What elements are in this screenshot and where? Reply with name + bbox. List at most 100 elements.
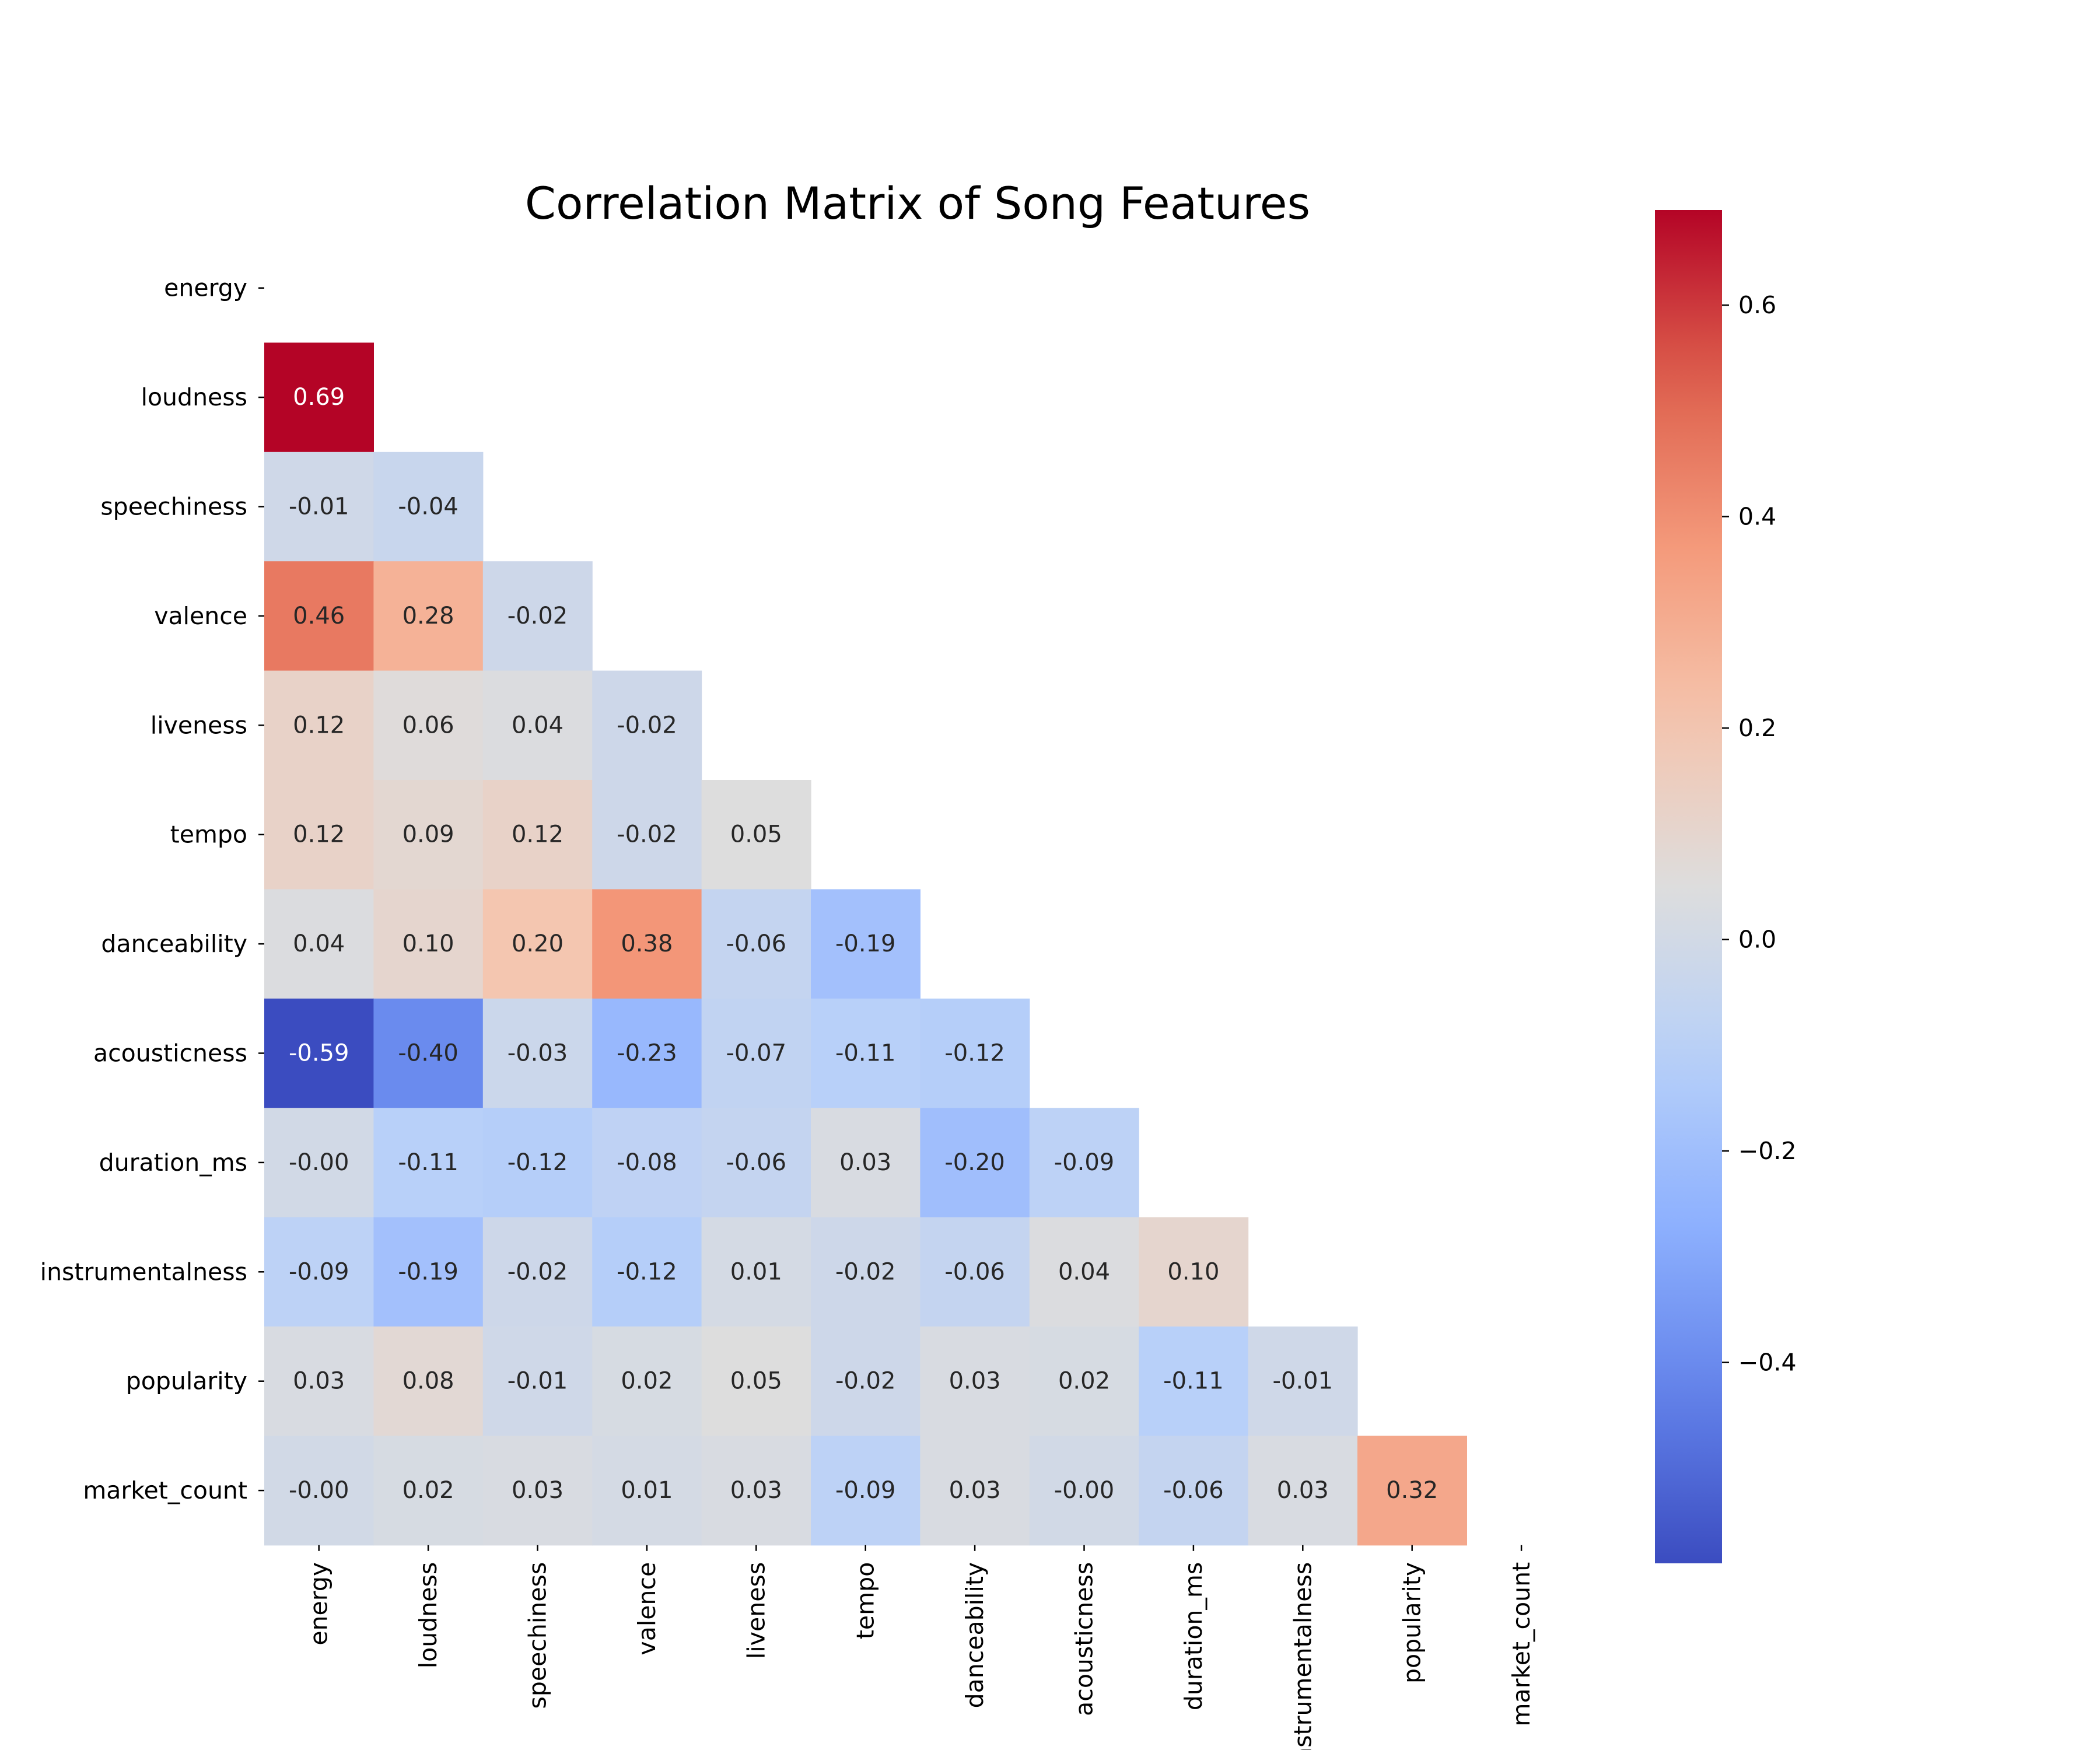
cell-value-label: 0.03 (949, 1368, 1001, 1395)
heatmap-cell-danceability-loudness (373, 889, 484, 999)
cell-value-label: -0.06 (1163, 1477, 1224, 1504)
row-label-loudness: loudness (141, 383, 247, 411)
column-axis: energy loudness speechiness valence liveness… (305, 1545, 1535, 1750)
cell-value-label: -0.40 (398, 1040, 459, 1067)
heatmap-cell-popularity-acousticness (1029, 1326, 1139, 1436)
heatmap-cell-acousticness-liveness (701, 998, 811, 1108)
cell-value-label: -0.19 (398, 1258, 459, 1285)
heatmap-cell-danceability-liveness (701, 889, 811, 999)
cell-value-label: 0.28 (402, 603, 454, 629)
heatmap-cell-instrumentalness-liveness (701, 1217, 811, 1327)
column-label-duration-ms: duration_ms (1180, 1562, 1208, 1710)
heatmap-cell-tempo-liveness (701, 780, 811, 890)
column-label-valence: valence (633, 1562, 661, 1656)
cell-value-label: -0.12 (508, 1149, 568, 1176)
cell-value-label: -0.02 (617, 712, 677, 738)
cell-value-label: 0.06 (402, 712, 454, 738)
row-label-valence: valence (154, 602, 247, 630)
colorbar-tick-label: −0.2 (1738, 1137, 1797, 1165)
column-label-speechiness: speechiness (524, 1562, 552, 1709)
heatmap-cell-loudness-energy (264, 342, 374, 453)
heatmap-cell-popularity-liveness (701, 1326, 811, 1436)
cell-value-label: 0.05 (730, 1368, 782, 1395)
heatmap-cell-market-count-speechiness (482, 1436, 593, 1546)
column-label-acousticness: acousticness (1070, 1562, 1098, 1716)
heatmap-cell-popularity-loudness (373, 1326, 484, 1436)
cell-value-label: -0.04 (398, 494, 459, 520)
column-label-tempo: tempo (852, 1562, 880, 1639)
heatmap-cell-tempo-energy (264, 780, 374, 890)
heatmap-cell-instrumentalness-energy (264, 1217, 374, 1327)
cell-value-label: 0.46 (293, 603, 345, 629)
heatmap-cell-popularity-speechiness (482, 1326, 593, 1436)
column-label-danceability: danceability (961, 1562, 989, 1709)
colorbar-tick-label: 0.0 (1738, 926, 1776, 954)
heatmap-cell-speechiness-energy (264, 452, 374, 562)
heatmap-cell-liveness-speechiness (482, 670, 593, 780)
cell-value-label: -0.12 (944, 1040, 1005, 1067)
cell-value-label: -0.20 (944, 1149, 1005, 1176)
colorbar: 0.6 0.4 0.2 0.0 −0.2 −0.4 (1655, 210, 1797, 1563)
heatmap-cell-tempo-valence (592, 780, 702, 890)
heatmap-cell-instrumentalness-speechiness (482, 1217, 593, 1327)
heatmap-cell-market-count-duration-ms (1139, 1436, 1249, 1546)
heatmap-cell-market-count-acousticness (1029, 1436, 1139, 1546)
cell-value-label: 0.04 (293, 930, 345, 957)
heatmap-cell-liveness-energy (264, 670, 374, 780)
row-label-market-count: market_count (83, 1476, 247, 1504)
colorbar-tick-label: 0.2 (1738, 714, 1776, 742)
cell-value-label: 0.03 (512, 1477, 564, 1504)
cell-value-label: 0.12 (293, 821, 345, 848)
row-label-speechiness: speechiness (100, 493, 247, 521)
heatmap-cell-duration-ms-energy (264, 1108, 374, 1218)
cell-value-label: -0.02 (617, 821, 677, 848)
cell-value-label: -0.06 (726, 930, 787, 957)
heatmap-cell-market-count-valence (592, 1436, 702, 1546)
heatmap-cell-duration-ms-danceability (920, 1108, 1030, 1218)
cell-value-label: -0.59 (289, 1040, 349, 1067)
heatmap-cell-market-count-energy (264, 1436, 374, 1546)
heatmap-cell-valence-energy (264, 561, 374, 671)
cell-value-label: 0.02 (1058, 1368, 1110, 1395)
heatmap-cell-liveness-valence (592, 670, 702, 780)
heatmap-cell-market-count-popularity (1357, 1436, 1467, 1546)
cell-value-label: -0.09 (289, 1258, 349, 1285)
cell-value-label: 0.04 (1058, 1258, 1110, 1285)
heatmap-cell-danceability-tempo (811, 889, 921, 999)
row-label-energy: energy (164, 274, 247, 302)
heatmap-cell-tempo-loudness (373, 780, 484, 890)
heatmap-cell-instrumentalness-tempo (811, 1217, 921, 1327)
heatmap-cell-instrumentalness-danceability (920, 1217, 1030, 1327)
cell-value-label: -0.19 (835, 930, 896, 957)
heatmap-cell-liveness-loudness (373, 670, 484, 780)
cell-value-label: -0.00 (1054, 1477, 1115, 1504)
heatmap-cell-duration-ms-speechiness (482, 1108, 593, 1218)
row-label-acousticness: acousticness (93, 1040, 247, 1068)
cell-value-label: -0.09 (1054, 1149, 1115, 1176)
cell-value-label: -0.09 (835, 1477, 896, 1504)
cell-value-label: -0.00 (289, 1149, 349, 1176)
row-label-danceability: danceability (101, 930, 247, 958)
cell-value-label: 0.69 (293, 384, 345, 411)
heatmap-cell-popularity-tempo (811, 1326, 921, 1436)
heatmap-cell-duration-ms-valence (592, 1108, 702, 1218)
cell-value-label: -0.02 (835, 1258, 896, 1285)
cell-value-label: -0.11 (1163, 1368, 1224, 1395)
heatmap-cell-instrumentalness-loudness (373, 1217, 484, 1327)
cell-value-label: -0.12 (617, 1258, 677, 1285)
column-label-liveness: liveness (742, 1562, 770, 1659)
heatmap-cell-market-count-liveness (701, 1436, 811, 1546)
colorbar-gradient (1655, 210, 1722, 1563)
cell-value-label: -0.11 (398, 1149, 459, 1176)
heatmap-cell-valence-speechiness (482, 561, 593, 671)
cell-value-label: 0.03 (730, 1477, 782, 1504)
cell-value-label: -0.00 (289, 1477, 349, 1504)
heatmap-cell-popularity-energy (264, 1326, 374, 1436)
cell-value-label: -0.06 (944, 1258, 1005, 1285)
heatmap-cell-market-count-tempo (811, 1436, 921, 1546)
row-label-popularity: popularity (126, 1367, 247, 1395)
cell-value-label: -0.01 (1273, 1368, 1334, 1395)
cell-value-label: -0.02 (508, 603, 568, 629)
cell-value-label: 0.04 (512, 712, 564, 738)
heatmap-cell-duration-ms-loudness (373, 1108, 484, 1218)
